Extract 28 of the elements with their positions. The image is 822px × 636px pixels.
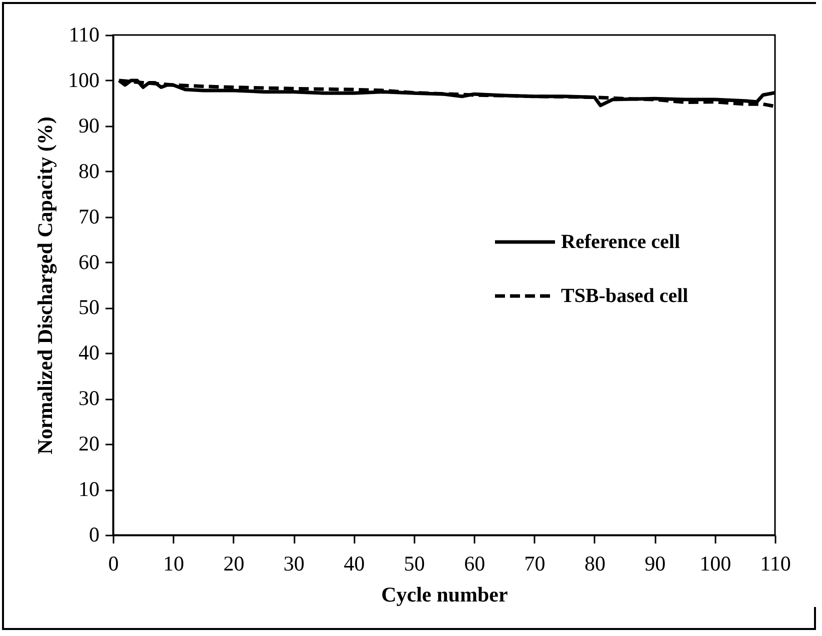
y-tick-label: 70 bbox=[78, 204, 100, 228]
y-tick-label: 100 bbox=[68, 68, 100, 92]
x-tick-label: 30 bbox=[284, 552, 305, 576]
x-tick-label: 100 bbox=[700, 552, 732, 576]
y-tick-label: 50 bbox=[78, 295, 100, 320]
x-axis-title: Cycle number bbox=[381, 582, 508, 606]
y-tick-label: 40 bbox=[78, 340, 100, 365]
x-tick-label: 40 bbox=[344, 552, 365, 576]
x-tick-label: 10 bbox=[163, 552, 184, 576]
x-tick-label: 0 bbox=[108, 552, 119, 576]
y-tick-label: 60 bbox=[78, 250, 100, 274]
y-tick-label: 10 bbox=[78, 477, 100, 502]
y-tick-label: 110 bbox=[68, 22, 100, 46]
y-tick-label: 80 bbox=[78, 158, 100, 183]
legend-label: Reference cell bbox=[561, 231, 680, 253]
y-tick-label: 20 bbox=[78, 432, 100, 456]
x-tick-label: 90 bbox=[644, 552, 666, 576]
x-tick-label: 50 bbox=[404, 552, 425, 576]
x-tick-label: 80 bbox=[584, 552, 606, 576]
y-tick-label: 0 bbox=[89, 522, 100, 546]
y-tick-label: 30 bbox=[78, 386, 100, 410]
y-axis-title: Normalized Discharged Capacity (%) bbox=[33, 116, 57, 454]
x-tick-label: 110 bbox=[760, 552, 791, 576]
x-tick-label: 70 bbox=[524, 552, 546, 576]
y-tick-label: 90 bbox=[78, 113, 100, 138]
legend-label: TSB-based cell bbox=[561, 285, 689, 307]
x-tick-label: 20 bbox=[223, 552, 244, 576]
x-tick-label: 60 bbox=[464, 552, 486, 576]
